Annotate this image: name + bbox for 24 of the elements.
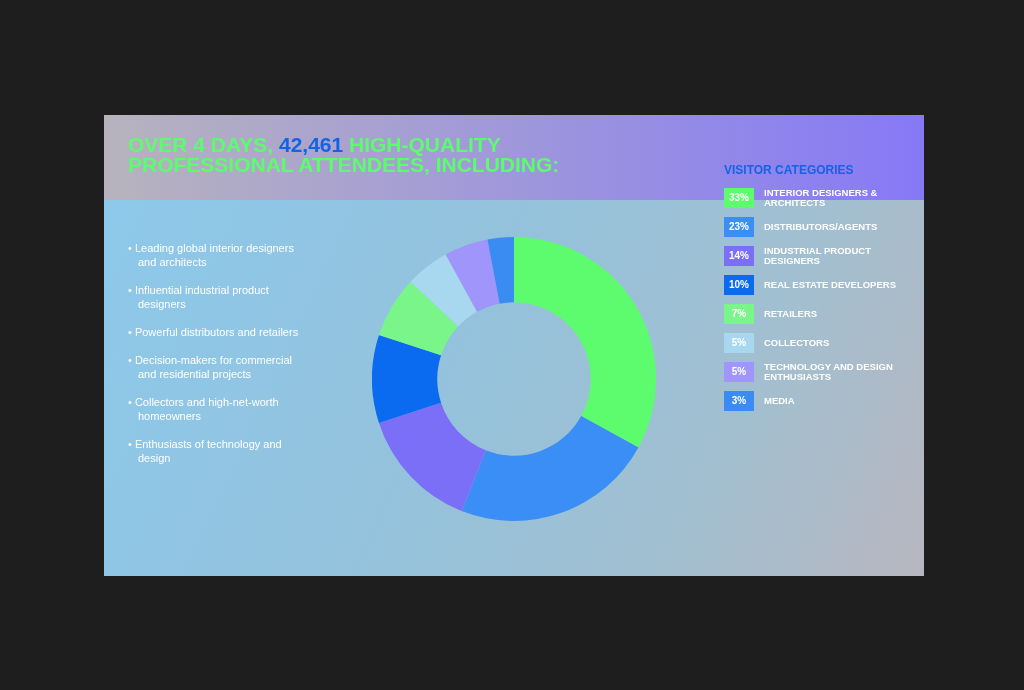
text: • Collectors and high-net-worth homeowners <box>128 395 280 423</box>
legend-label: DISTRIBUTORS/AGENTS <box>764 220 879 232</box>
data-label: 14% <box>724 245 754 266</box>
legend-label: MEDIA <box>764 394 796 406</box>
legend-title: VISITOR CATEGORIES <box>724 163 855 177</box>
text: • Decision-makers for commercial and residential projects <box>128 353 293 381</box>
legend-label: COLLECTORS <box>764 336 831 348</box>
legend-label: TECHNOLOGY AND DESIGN ENTHUSIASTS <box>764 360 894 382</box>
data-label: 7% <box>724 303 754 324</box>
text: • Enthusiasts of technology and design <box>128 437 283 465</box>
data-label: 5% <box>724 332 754 353</box>
legend-label: INTERIOR DESIGNERS & ARCHITECTS <box>764 186 879 208</box>
data-label: 10% <box>724 274 754 295</box>
text: • Influential industrial product designers <box>128 283 270 311</box>
chart-title: OVER 4 DAYS, 42,461 HIGH-QUALITY PROFESSIONAL ATTENDEES, INCLUDING: <box>128 133 560 176</box>
data-label: 5% <box>724 361 754 382</box>
text: • Leading global interior designers and architects <box>128 241 295 269</box>
text: • Powerful distributors and retailers <box>128 325 300 339</box>
legend-label: RETAILERS <box>764 307 819 319</box>
data-label: 3% <box>724 390 754 411</box>
legend-label: REAL ESTATE DEVELOPERS <box>764 278 897 290</box>
legend-label: INDUSTRIAL PRODUCT DESIGNERS <box>764 244 872 266</box>
data-label: 23% <box>724 216 754 237</box>
data-label: 33% <box>724 187 754 208</box>
